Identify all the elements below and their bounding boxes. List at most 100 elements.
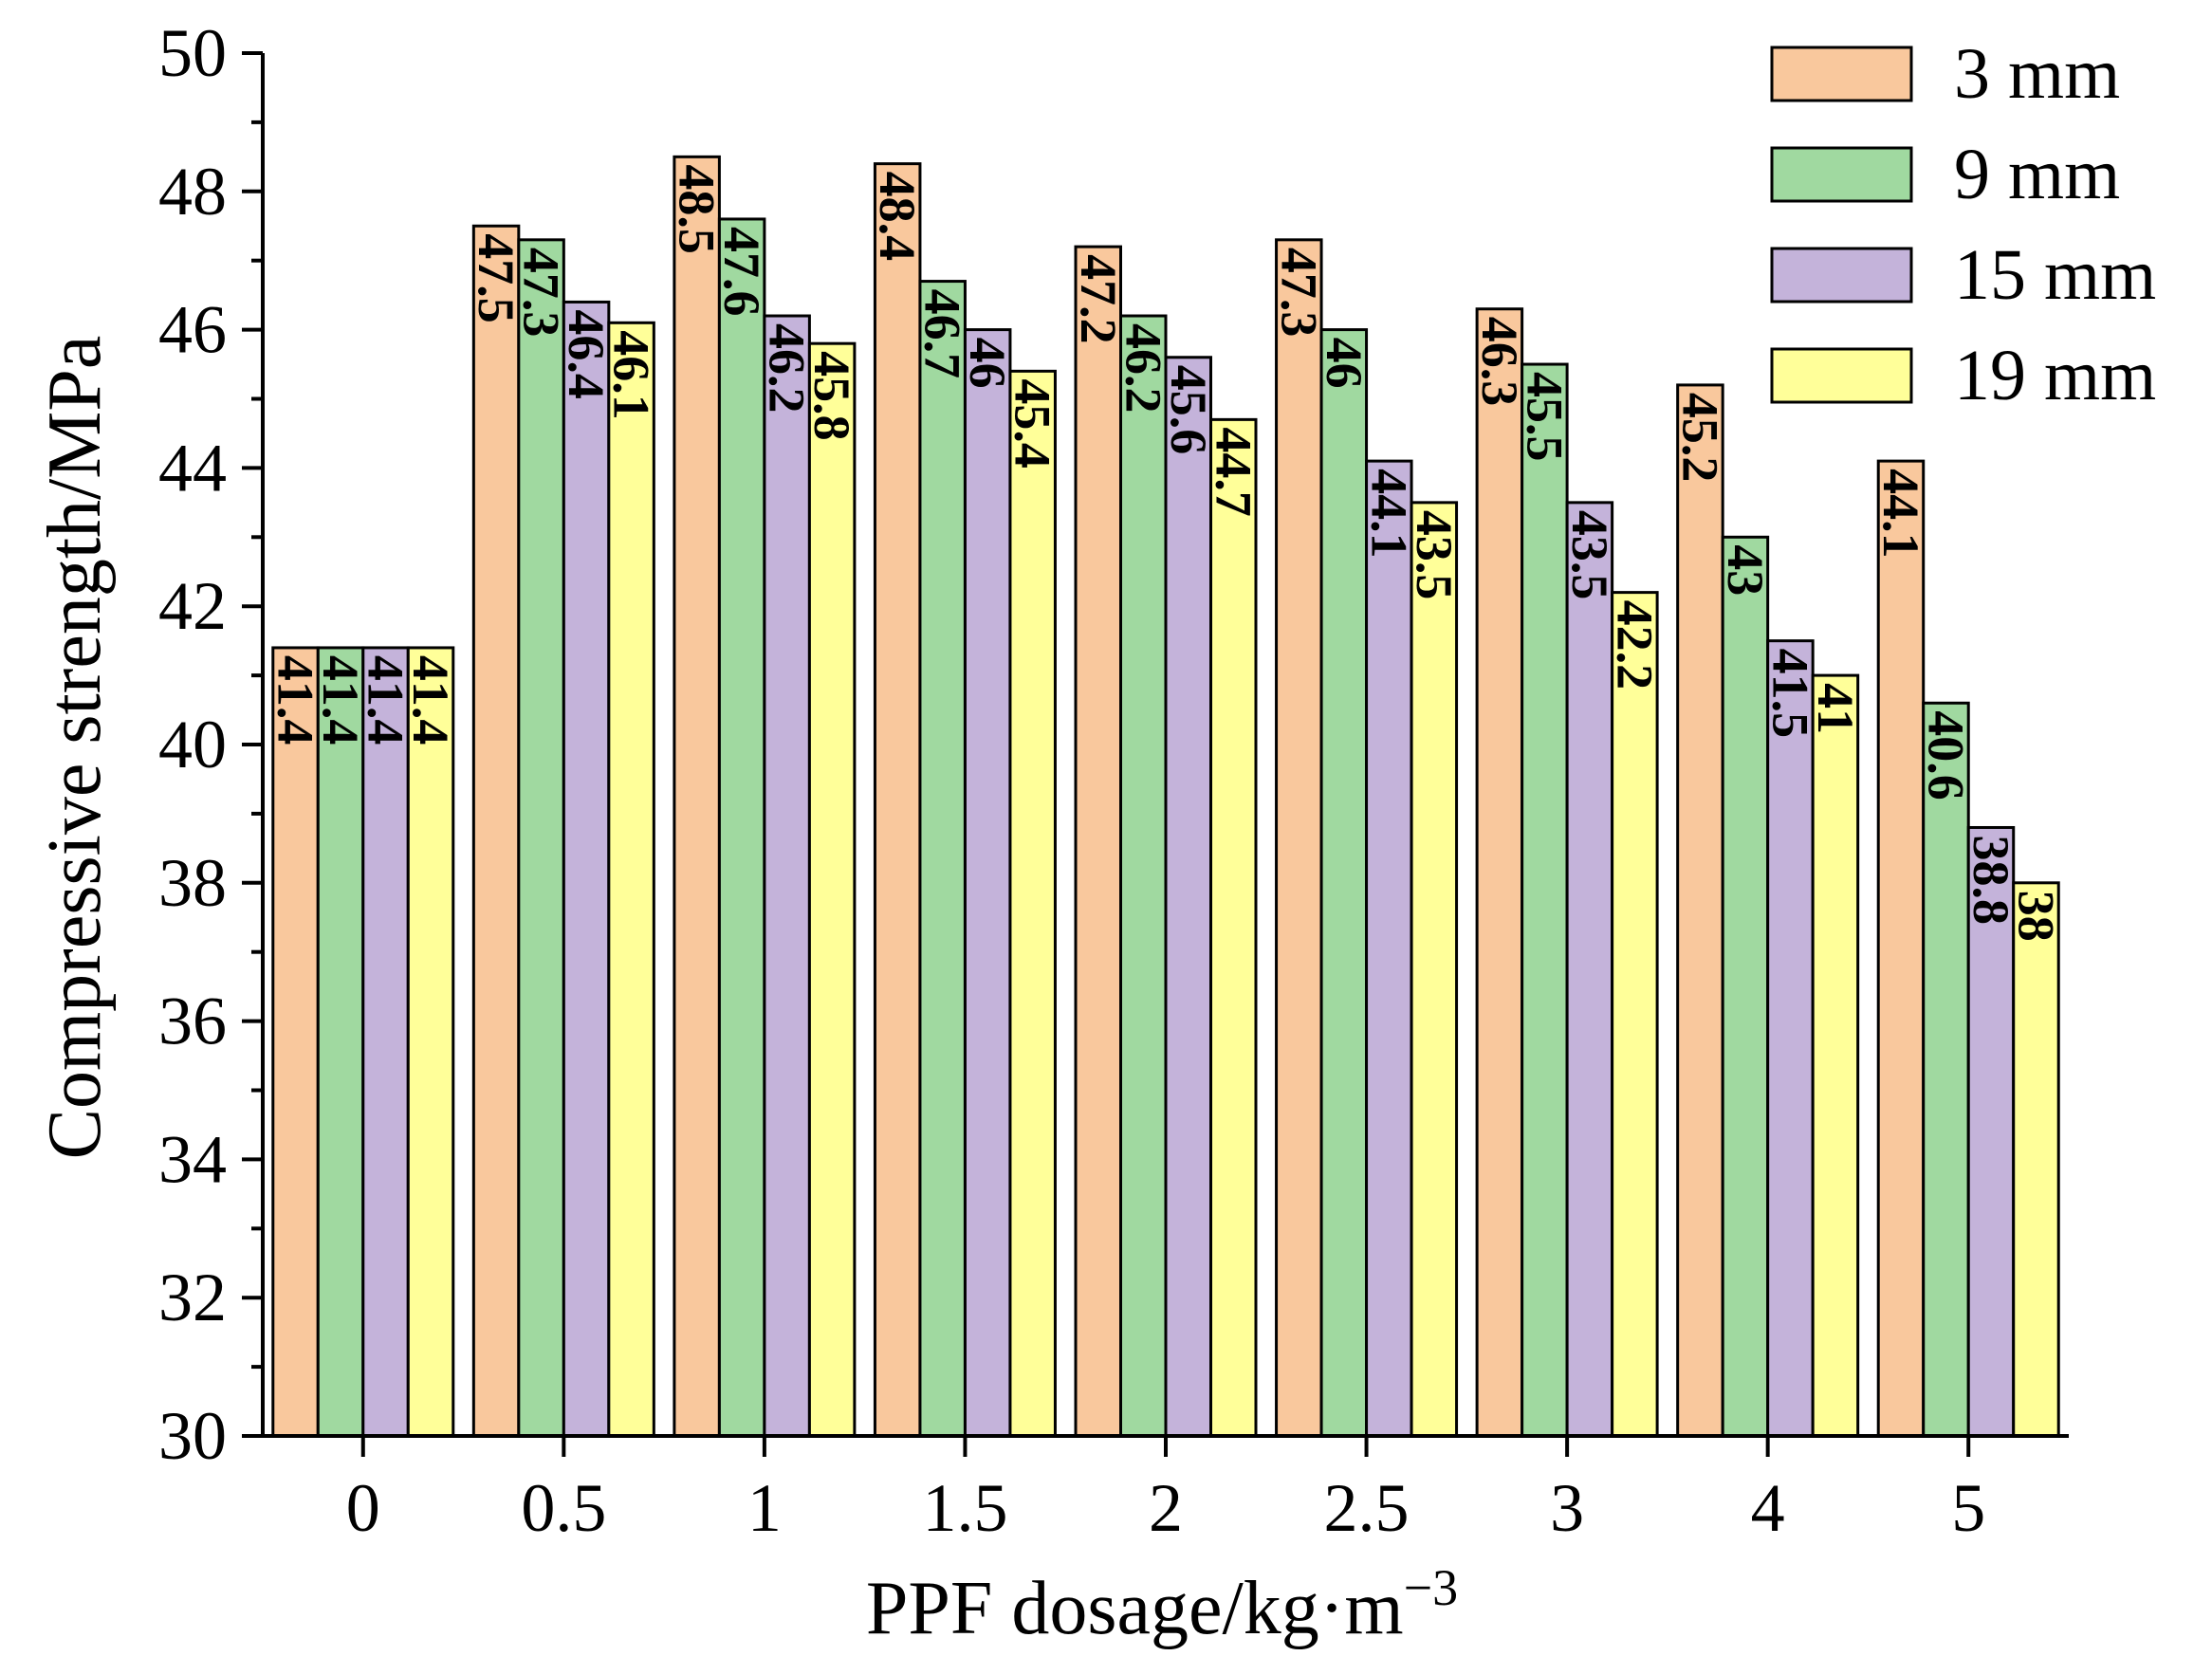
data-label-3mm-3: 46.3 <box>1471 317 1528 407</box>
bar-3mm-2.5 <box>1275 238 1323 1438</box>
data-label-19mm-2.5: 43.5 <box>1406 510 1463 600</box>
data-label-15mm-3: 43.5 <box>1561 510 1618 600</box>
data-label-3mm-1.5: 48.4 <box>869 172 926 262</box>
bar-9mm-2 <box>1119 314 1168 1438</box>
bars-layer <box>271 155 2060 1438</box>
data-label-15mm-0: 41.4 <box>358 655 415 745</box>
x-tick-label: 3 <box>1550 1470 1584 1546</box>
data-label-15mm-1: 46.2 <box>759 323 816 414</box>
data-label-9mm-1: 47.6 <box>713 227 770 317</box>
legend-swatch-3mm <box>1770 46 1913 102</box>
bar-9mm-0.5 <box>517 238 565 1438</box>
bar-3mm-1 <box>673 155 721 1438</box>
x-axis-title-main: PPF dosage/kg·m <box>866 1567 1404 1650</box>
data-label-3mm-2.5: 47.3 <box>1270 248 1327 338</box>
data-label-19mm-1: 45.8 <box>803 351 860 441</box>
bar-15mm-2.5 <box>1365 459 1413 1438</box>
data-label-9mm-0.5: 47.3 <box>513 248 570 338</box>
x-axis-title-superscript: −3 <box>1404 1559 1458 1616</box>
bar-3mm-0.5 <box>471 224 521 1438</box>
y-tick-label: 38 <box>158 845 227 921</box>
bar-15mm-4 <box>1766 639 1815 1438</box>
data-label-9mm-2.5: 46 <box>1316 338 1373 389</box>
data-label-15mm-4: 41.5 <box>1761 649 1818 739</box>
bar-19mm-0.5 <box>607 321 655 1438</box>
x-tick-label: 5 <box>1951 1470 1985 1546</box>
y-tick-label: 50 <box>158 15 227 91</box>
bar-9mm-5 <box>1922 701 1970 1438</box>
y-tick-label: 42 <box>158 568 227 644</box>
bar-19mm-3 <box>1611 591 1659 1438</box>
bar-19mm-0 <box>406 646 455 1438</box>
data-label-19mm-2: 44.7 <box>1205 427 1262 517</box>
data-label-15mm-2: 45.6 <box>1160 365 1217 455</box>
data-label-9mm-1.5: 46.7 <box>914 289 971 379</box>
y-tick-label: 48 <box>158 154 227 230</box>
x-tick-label: 2.5 <box>1324 1470 1410 1546</box>
y-tick-label: 34 <box>158 1121 227 1197</box>
y-tick-label: 44 <box>158 430 227 506</box>
bar-19mm-2.5 <box>1410 501 1459 1438</box>
bar-9mm-1.5 <box>918 280 967 1438</box>
data-label-9mm-5: 40.6 <box>1917 710 1974 800</box>
data-label-19mm-3: 42.2 <box>1606 600 1663 690</box>
bar-9mm-4 <box>1721 535 1770 1438</box>
y-tick-label: 36 <box>158 984 227 1059</box>
data-label-19mm-0.5: 46.1 <box>603 330 660 420</box>
legend-swatch-15mm <box>1770 247 1913 304</box>
legend-label-3mm: 3 mm <box>1954 34 2120 114</box>
data-label-9mm-2: 46.2 <box>1115 323 1171 414</box>
legend-label-15mm: 15 mm <box>1954 235 2156 315</box>
bar-19mm-1.5 <box>1008 369 1057 1438</box>
data-label-3mm-5: 44.1 <box>1872 469 1929 559</box>
data-label-3mm-0: 41.4 <box>267 655 324 745</box>
data-label-15mm-5: 38.8 <box>1963 835 2019 925</box>
bar-9mm-2.5 <box>1319 328 1369 1438</box>
data-label-3mm-2: 47.2 <box>1070 254 1127 344</box>
y-tick-label: 30 <box>158 1398 227 1474</box>
bar-19mm-4 <box>1811 673 1860 1438</box>
data-label-3mm-1: 48.5 <box>669 164 726 254</box>
y-tick-label: 32 <box>158 1260 227 1335</box>
data-label-9mm-4: 43 <box>1717 544 1774 596</box>
data-label-3mm-4: 45.2 <box>1671 393 1728 483</box>
data-label-19mm-4: 41 <box>1807 683 1864 734</box>
x-tick-label: 1 <box>747 1470 782 1546</box>
legend-swatch-19mm <box>1770 347 1913 404</box>
data-label-15mm-1.5: 46 <box>959 338 1016 389</box>
x-tick-label: 1.5 <box>922 1470 1007 1546</box>
y-tick-label: 40 <box>158 707 227 782</box>
bar-15mm-3 <box>1565 501 1614 1438</box>
data-label-9mm-3: 45.5 <box>1516 372 1573 462</box>
data-label-19mm-1.5: 45.4 <box>1005 378 1061 469</box>
x-tick-label: 2 <box>1149 1470 1183 1546</box>
bar-3mm-2 <box>1074 245 1122 1438</box>
data-label-19mm-5: 38 <box>2007 891 2064 942</box>
data-label-15mm-0.5: 46.4 <box>558 309 615 399</box>
bar-9mm-0 <box>316 646 365 1438</box>
bar-3mm-1.5 <box>873 162 922 1438</box>
y-axis-title: Compressive strength/MPa <box>33 336 117 1160</box>
bar-15mm-1.5 <box>963 328 1012 1438</box>
data-label-3mm-0.5: 47.5 <box>468 233 525 323</box>
bar-15mm-2 <box>1164 356 1212 1438</box>
bar-3mm-0 <box>271 646 320 1438</box>
data-label-15mm-2.5: 44.1 <box>1360 469 1417 559</box>
bar-15mm-0 <box>361 646 410 1438</box>
legend-swatch-9mm <box>1770 146 1913 203</box>
bar-15mm-5 <box>1966 825 2016 1438</box>
bar-9mm-3 <box>1521 362 1569 1438</box>
legend-label-19mm: 19 mm <box>1954 336 2156 415</box>
x-axis-title: PPF dosage/kg·m−3 <box>866 1559 1458 1650</box>
data-label-19mm-0: 41.4 <box>402 655 459 745</box>
x-tick-label: 4 <box>1751 1470 1785 1546</box>
bar-3mm-5 <box>1876 459 1926 1438</box>
bar-15mm-0.5 <box>562 300 611 1438</box>
bar-3mm-3 <box>1475 307 1524 1438</box>
bar-19mm-1 <box>807 341 857 1438</box>
bar-15mm-1 <box>763 314 811 1438</box>
y-tick-label: 46 <box>158 292 227 368</box>
bar-19mm-5 <box>2012 881 2060 1438</box>
data-labels-layer: 41.4 47.5 48.5 48.4 47.2 47.3 46.3 45.2 44.1 41.4… <box>267 164 2065 941</box>
